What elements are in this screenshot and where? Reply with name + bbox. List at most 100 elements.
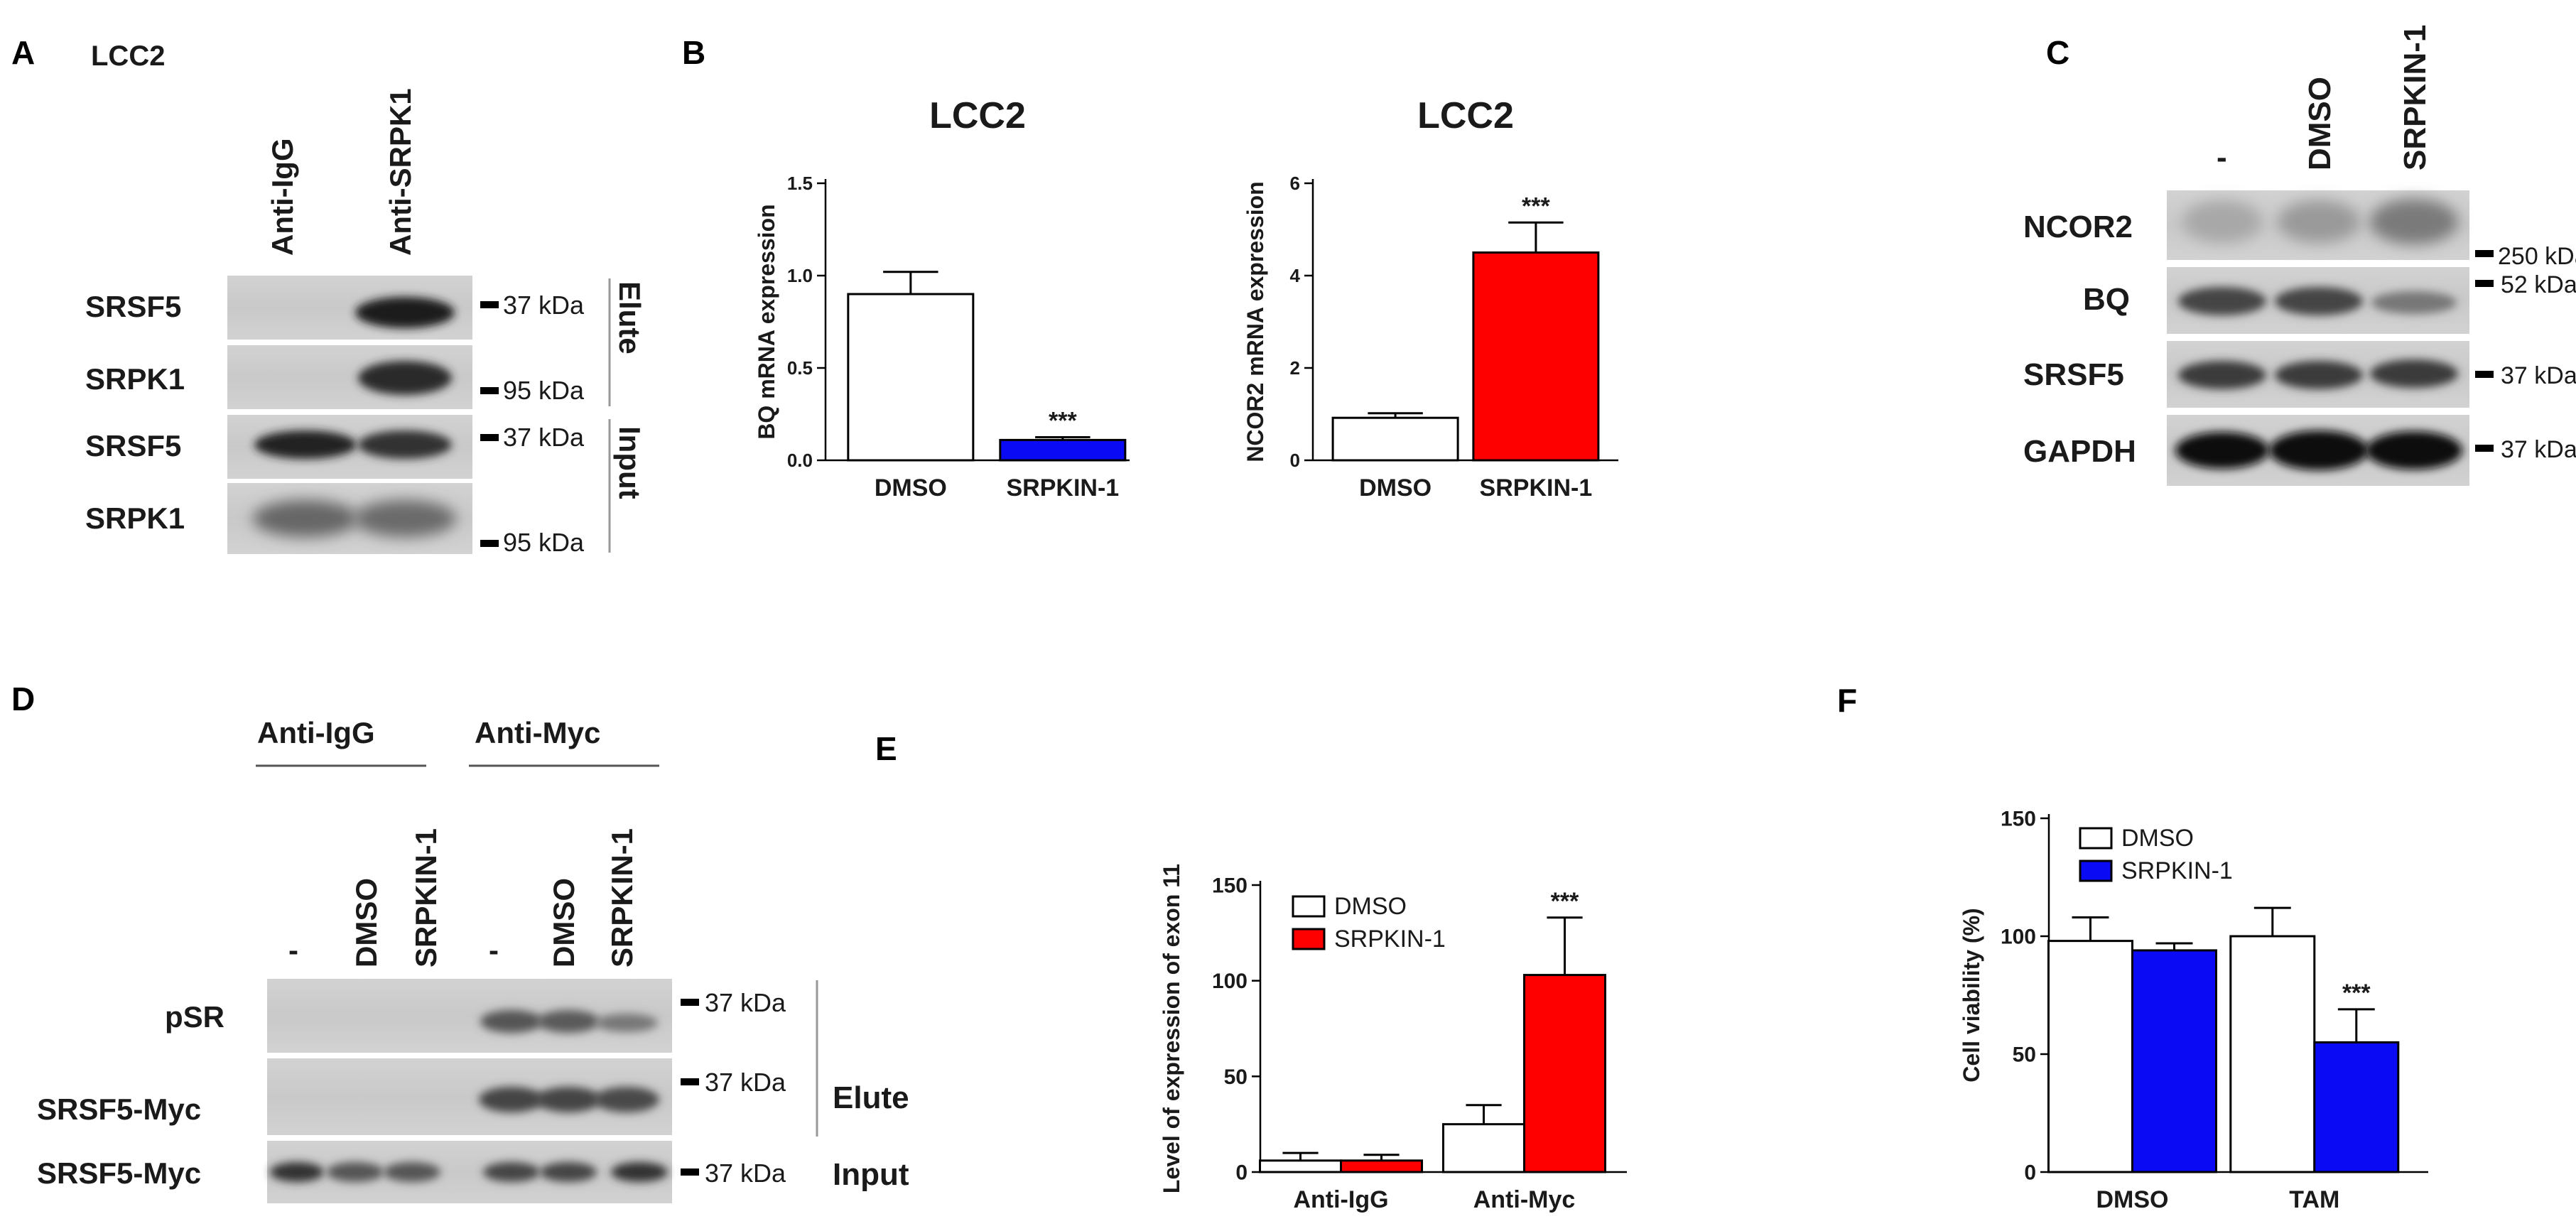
panel-d-row-label-2: SRSF5-Myc <box>37 1092 201 1126</box>
bar <box>999 438 1127 462</box>
blot-band <box>479 1087 544 1112</box>
significance-label: *** <box>1522 192 1550 219</box>
size-marker-tick <box>681 1078 699 1085</box>
blot-band <box>254 430 357 459</box>
panel-d-row-label-1: pSR <box>165 1000 224 1034</box>
blot-band <box>611 1162 668 1182</box>
panel-d-lane-label-3: SRPKIN-1 <box>409 828 443 967</box>
panel-c-row-label-3: SRSF5 <box>2023 357 2124 392</box>
x-tick-label: Anti-IgG <box>1293 1186 1388 1213</box>
panel-e: E 0 50 100 150 Level of expression of exon 1… <box>875 730 1627 1213</box>
bar <box>1442 1123 1526 1173</box>
size-marker-tick <box>2475 445 2494 452</box>
panel-d-lane-label-6: SRPKIN-1 <box>605 828 639 967</box>
panel-a-lane-label-1: Anti-IgG <box>266 138 299 256</box>
significance-label: *** <box>1551 888 1579 915</box>
panel-f: F 0 50 100 150 Cell viability (%) DMSO *** TAM D… <box>1837 682 2428 1213</box>
blot-strip-d1 <box>267 979 672 1053</box>
panel-d-marker-2: 37 kDa <box>705 1068 786 1097</box>
legend-swatch <box>2079 827 2113 850</box>
panel-a-group-input: Input <box>613 426 646 499</box>
panel-d-side-elute: Elute <box>833 1080 909 1115</box>
panel-d-lane-label-1: - <box>288 933 298 967</box>
y-tick-label: 4 <box>1290 265 1301 286</box>
blot-band <box>327 1162 384 1182</box>
panel-a-marker-1: 37 kDa <box>503 291 585 320</box>
panel-c-marker-4: 37 kDa <box>2501 436 2576 463</box>
y-axis-label: Level of expression of exon 11 <box>1159 864 1184 1193</box>
panel-letter-c: C <box>2046 34 2069 71</box>
chart-ncor2-mrna: LCC2 0 2 4 6 NCOR2 mRNA expression DMSO *** SRPK… <box>1243 95 1618 501</box>
y-axis-label: BQ mRNA expression <box>754 204 779 439</box>
y-tick-label: 0.0 <box>787 450 813 471</box>
bar <box>847 293 975 462</box>
blot-band <box>2269 430 2369 470</box>
legend-label: SRPKIN-1 <box>2121 857 2233 884</box>
bar <box>1340 1159 1424 1173</box>
panel-d-row-label-3: SRSF5-Myc <box>37 1156 201 1190</box>
blot-band <box>2175 432 2269 469</box>
panel-d-group-label-2: Anti-Myc <box>475 716 600 749</box>
x-tick-label: SRPKIN-1 <box>1480 474 1593 501</box>
panel-c-marker-2: 52 kDa <box>2501 271 2576 298</box>
panel-b: B LCC2 0.0 0.5 1.0 1.5 BQ mRNA expression DMSO… <box>682 34 1618 501</box>
legend-swatch <box>2079 859 2113 882</box>
panel-a-marker-2: 95 kDa <box>503 376 585 405</box>
x-tick-label: DMSO <box>875 474 947 501</box>
panel-d-blot <box>267 979 672 1203</box>
blot-band <box>483 1162 540 1182</box>
blot-band <box>2178 287 2266 315</box>
panel-d-group-label-1: Anti-IgG <box>257 716 375 749</box>
legend-swatch <box>1292 928 1326 950</box>
panel-c-row-label-2: BQ <box>2083 282 2130 317</box>
chart-title: LCC2 <box>929 95 1026 136</box>
panel-a-row-label-3: SRSF5 <box>85 429 181 462</box>
blot-band <box>537 1010 600 1033</box>
blot-band <box>2366 431 2462 470</box>
blot-band <box>354 500 456 537</box>
chart-cell-viability: 0 50 100 150 Cell viability (%) DMSO *** TAM DMS… <box>1959 808 2428 1213</box>
panel-d-side-input: Input <box>833 1157 909 1192</box>
panel-c-lane-label-1: - <box>2217 140 2227 175</box>
bar <box>2131 949 2217 1173</box>
panel-d-marker-1: 37 kDa <box>705 988 786 1017</box>
size-marker-tick <box>480 301 499 308</box>
x-tick-label: Anti-Myc <box>1473 1186 1576 1213</box>
panel-letter-e: E <box>875 730 897 767</box>
blot-band <box>358 430 452 459</box>
blot-band <box>540 1162 597 1182</box>
bar <box>2229 935 2316 1173</box>
blot-band <box>270 1162 324 1182</box>
panel-a-cell-line: LCC2 <box>91 40 165 72</box>
chart-title: LCC2 <box>1417 95 1514 136</box>
blot-band <box>536 1087 601 1112</box>
y-tick-label: 150 <box>2001 808 2036 831</box>
blot-band <box>384 1162 440 1182</box>
panel-a-group-elute: Elute <box>613 281 646 354</box>
blot-band <box>2275 361 2363 389</box>
chart-bq-mrna: LCC2 0.0 0.5 1.0 1.5 BQ mRNA expression DMSO **… <box>754 95 1130 501</box>
panel-c-lane-label-2: DMSO <box>2302 77 2337 170</box>
size-marker-tick <box>2475 250 2494 257</box>
size-marker-tick <box>480 387 499 394</box>
bar <box>2047 940 2133 1173</box>
panel-c-blot <box>2167 190 2469 486</box>
panel-a-row-label-2: SRPK1 <box>85 362 185 396</box>
legend-label: DMSO <box>1334 893 1407 920</box>
blot-band <box>355 297 455 328</box>
panel-a-blot <box>227 276 472 554</box>
y-tick-label: 2 <box>1290 357 1300 379</box>
y-tick-label: 1.0 <box>787 265 813 286</box>
panel-letter-f: F <box>1837 682 1857 719</box>
legend-label: DMSO <box>2121 825 2194 852</box>
panel-letter-b: B <box>682 34 705 71</box>
panel-c-row-label-4: GAPDH <box>2023 434 2136 469</box>
panel-d-lane-label-4: - <box>489 933 499 967</box>
x-tick-label: SRPKIN-1 <box>1006 474 1119 501</box>
significance-label: *** <box>1049 408 1077 435</box>
panel-a: A LCC2 Anti-IgG Anti-SRPK1 SRSF5 SRPK1 S… <box>11 34 646 557</box>
blot-band <box>595 1014 658 1032</box>
panel-c-marker-1: 250 kDa <box>2498 243 2576 270</box>
blot-band <box>2278 200 2360 243</box>
chart-exon11: 0 50 100 150 Level of expression of exon 11 A… <box>1159 864 1627 1213</box>
